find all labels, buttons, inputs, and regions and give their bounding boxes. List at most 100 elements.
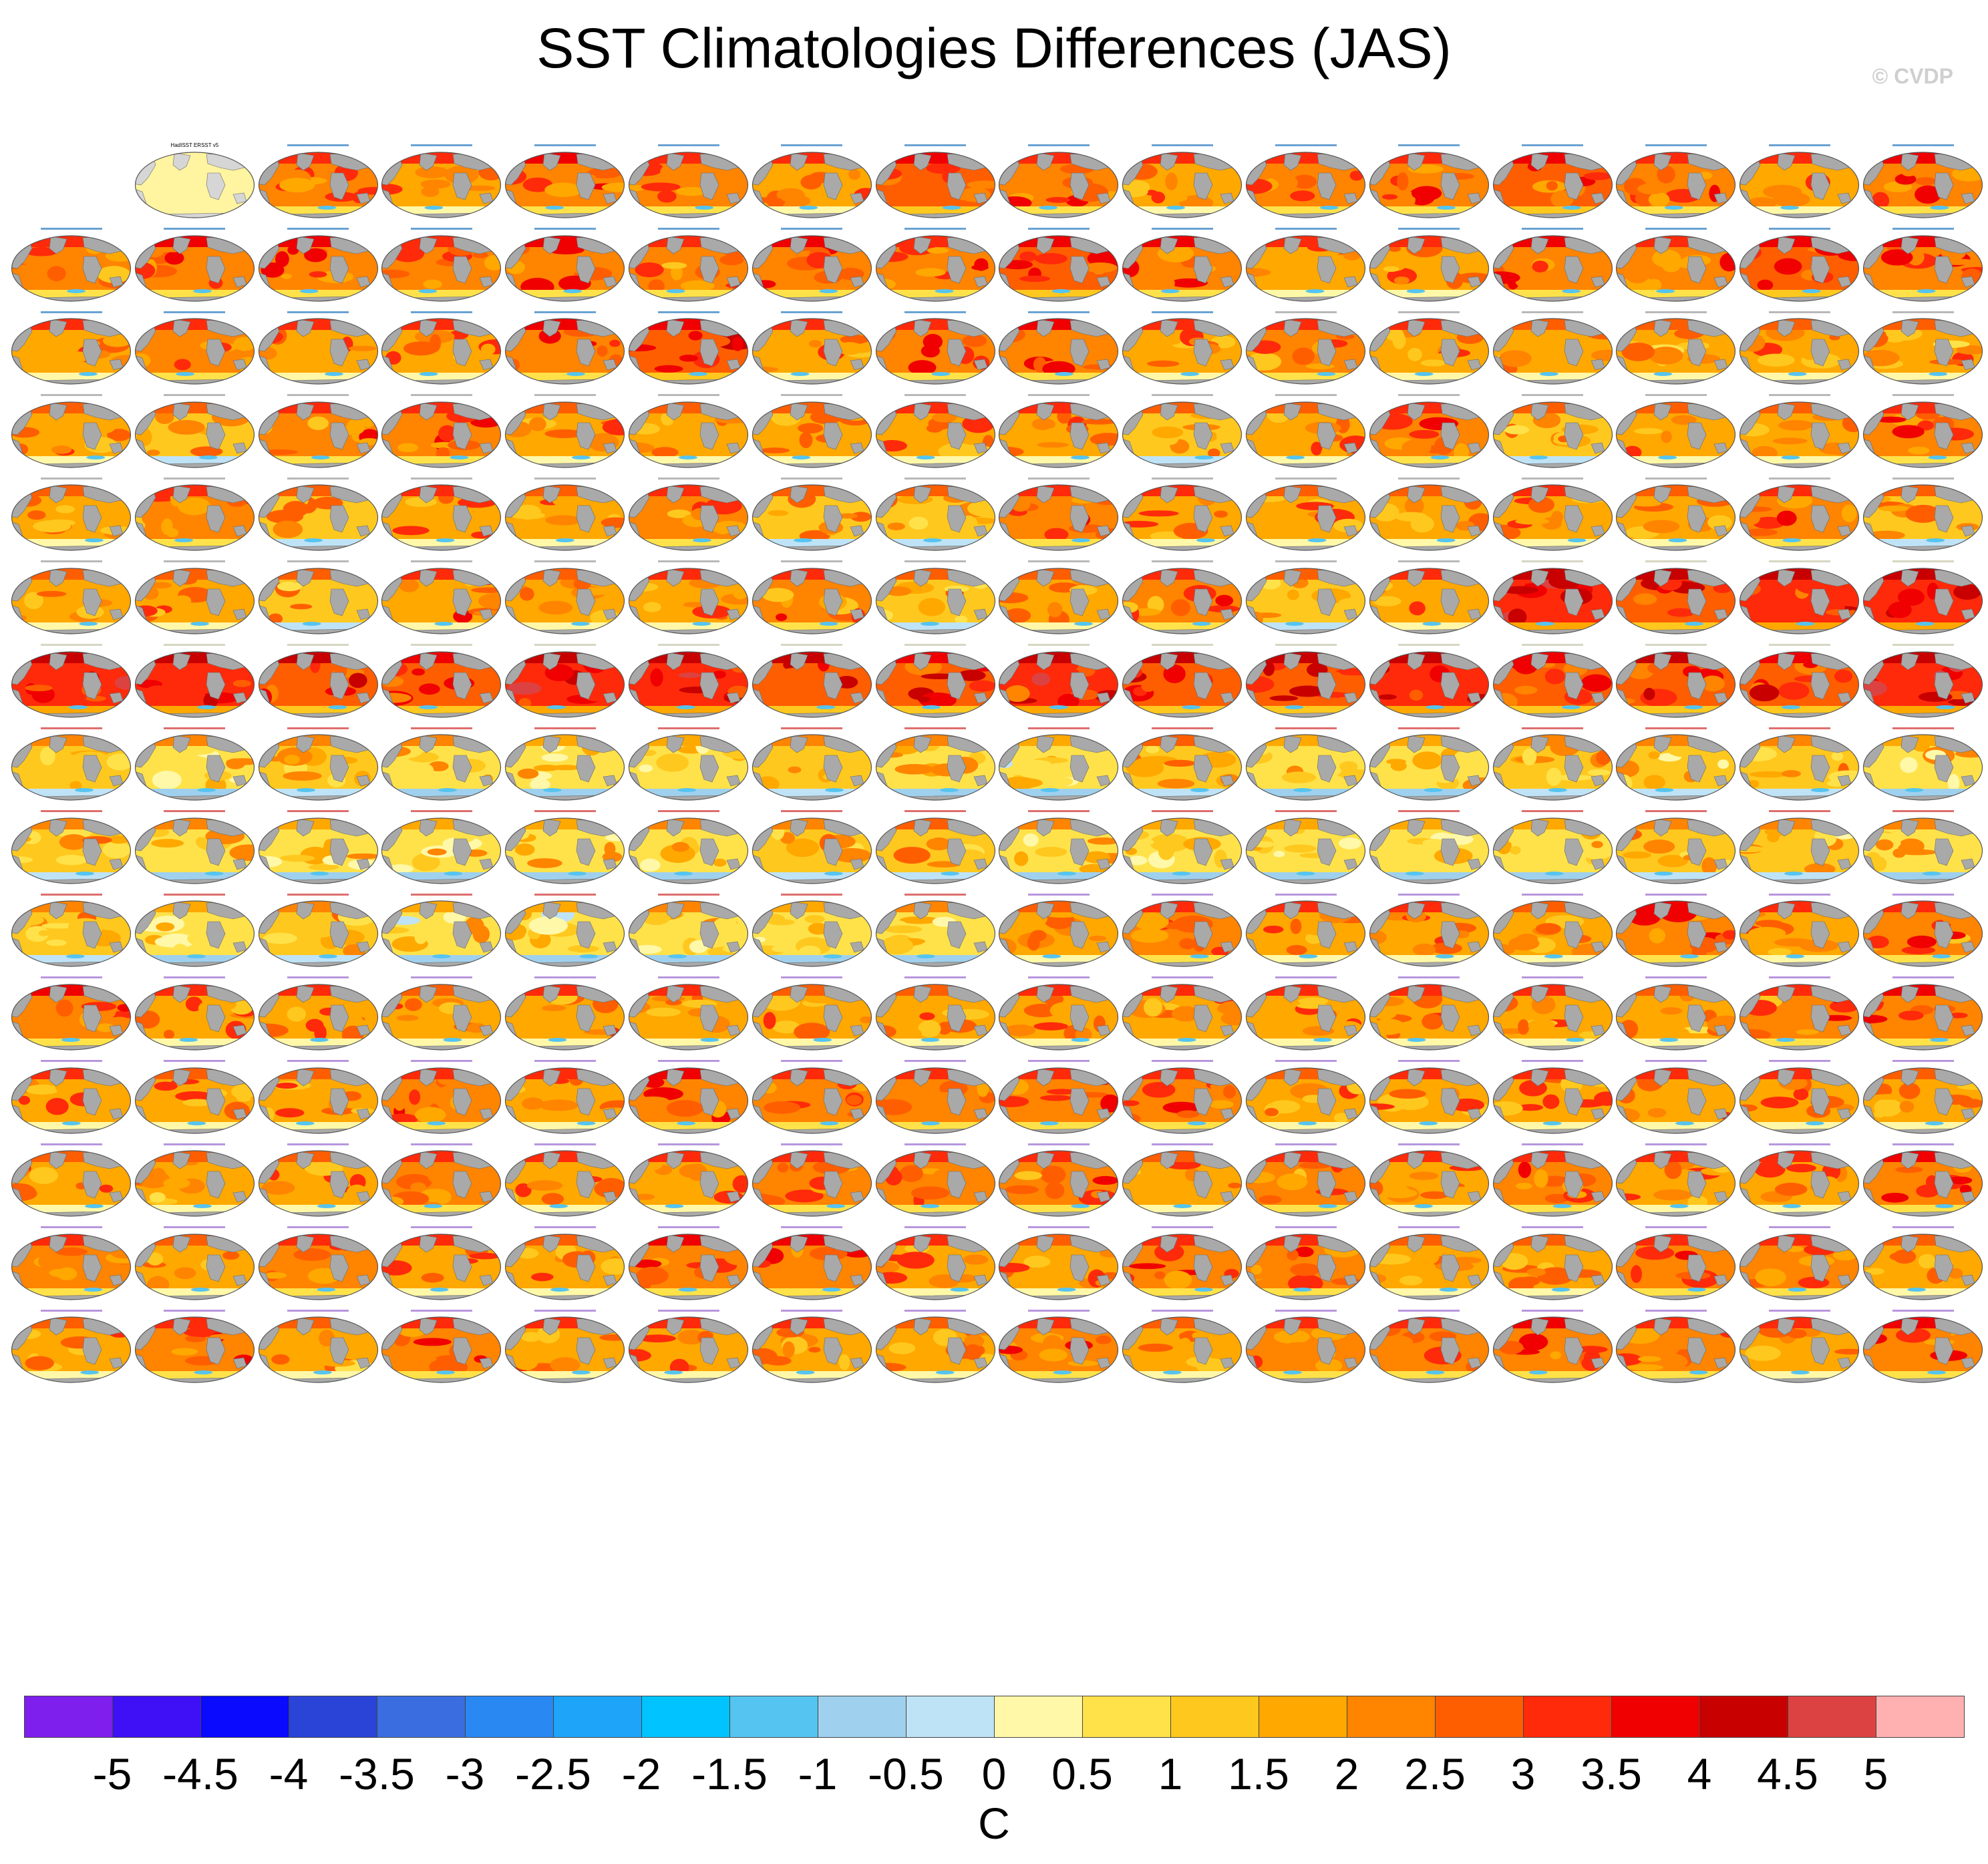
panel-label bbox=[1861, 723, 1985, 733]
panel-label-text bbox=[40, 1309, 102, 1312]
panel-label bbox=[133, 640, 257, 650]
colorbar-box bbox=[994, 1696, 1083, 1738]
map-panel bbox=[1737, 807, 1861, 886]
panel-label-text bbox=[1027, 1059, 1090, 1062]
map-panel bbox=[1861, 1057, 1985, 1135]
map-panel bbox=[1614, 723, 1737, 802]
panel-label-text bbox=[1275, 227, 1337, 230]
map-svg bbox=[505, 734, 625, 801]
map-panel bbox=[9, 224, 133, 303]
map-panel bbox=[503, 141, 627, 220]
map-svg bbox=[1245, 234, 1366, 302]
panel-label-text bbox=[1151, 560, 1213, 563]
map-svg bbox=[1369, 234, 1489, 302]
panel-label bbox=[874, 1139, 997, 1149]
colorbar-tick-label: 2.5 bbox=[1404, 1749, 1466, 1799]
colorbar-box bbox=[465, 1696, 554, 1738]
map-svg bbox=[875, 650, 995, 718]
panel-label-text bbox=[904, 311, 967, 313]
panel-label-text bbox=[1398, 1143, 1460, 1145]
map-panel bbox=[874, 890, 997, 968]
panel-label bbox=[133, 807, 257, 816]
map-svg bbox=[875, 568, 995, 634]
colorbar-tick-label: -2 bbox=[621, 1749, 661, 1799]
colorbar-tick-label: 4 bbox=[1687, 1749, 1712, 1799]
map-svg bbox=[1492, 1150, 1613, 1217]
panel-label-text bbox=[40, 1226, 102, 1229]
panel-label bbox=[1120, 973, 1244, 982]
panel-label-text bbox=[1892, 144, 1954, 147]
map-panel bbox=[1244, 1306, 1367, 1384]
panel-label bbox=[997, 807, 1120, 816]
panel-label bbox=[503, 640, 627, 650]
panel-label bbox=[133, 391, 257, 400]
map-panel bbox=[379, 474, 503, 552]
map-panel bbox=[1120, 807, 1244, 886]
map-svg bbox=[381, 568, 502, 634]
panel-label bbox=[1861, 391, 1985, 400]
panel-label bbox=[379, 1139, 503, 1149]
panel-label-text bbox=[1151, 1226, 1213, 1229]
panel-label-text bbox=[410, 311, 472, 313]
map-svg bbox=[134, 318, 255, 385]
panel-label-text bbox=[1398, 477, 1460, 480]
map-panel bbox=[133, 1139, 257, 1218]
map-panel bbox=[133, 391, 257, 470]
panel-label-text bbox=[781, 560, 843, 563]
map-svg bbox=[1122, 152, 1242, 218]
panel-label bbox=[1614, 1057, 1737, 1066]
colorbar-tick-label: -5 bbox=[92, 1749, 132, 1799]
panel-label bbox=[133, 1306, 257, 1315]
map-panel bbox=[379, 890, 503, 968]
panel-label bbox=[1861, 141, 1985, 150]
map-svg bbox=[381, 650, 502, 718]
panel-label bbox=[997, 723, 1120, 733]
panel-label-text bbox=[1151, 227, 1213, 230]
panel-label-text bbox=[904, 643, 967, 646]
panel-label bbox=[9, 557, 133, 566]
panel-label bbox=[627, 1139, 750, 1149]
map-svg bbox=[752, 484, 872, 551]
map-panel bbox=[1861, 1306, 1985, 1384]
map-svg bbox=[1740, 1234, 1860, 1300]
panel-label bbox=[1244, 640, 1367, 650]
panel-label-text bbox=[781, 1143, 843, 1145]
panel-label-text bbox=[164, 560, 226, 563]
map-svg bbox=[1369, 484, 1489, 551]
colorbar-box bbox=[729, 1696, 818, 1738]
map-panel bbox=[1861, 307, 1985, 386]
map-svg bbox=[1616, 734, 1736, 801]
map-panel bbox=[1491, 307, 1615, 386]
map-svg bbox=[999, 568, 1119, 634]
map-svg bbox=[1122, 568, 1242, 634]
map-panel bbox=[1244, 141, 1367, 220]
map-panel bbox=[874, 1139, 997, 1218]
panel-label bbox=[1367, 973, 1491, 982]
panel-label bbox=[1244, 224, 1367, 234]
panel-label bbox=[1614, 474, 1737, 483]
map-panel bbox=[1491, 723, 1615, 802]
map-panel bbox=[1120, 141, 1244, 220]
map-svg bbox=[1122, 984, 1242, 1051]
panel-label bbox=[503, 557, 627, 566]
map-panel bbox=[133, 890, 257, 968]
panel-label bbox=[1120, 557, 1244, 566]
panel-label-text bbox=[287, 643, 349, 646]
map-panel bbox=[1120, 307, 1244, 386]
panel-label bbox=[257, 1223, 380, 1232]
map-svg bbox=[381, 318, 502, 385]
panel-label bbox=[1367, 141, 1491, 150]
panel-label bbox=[257, 640, 380, 650]
panel-label-text bbox=[534, 311, 596, 313]
colorbar-box bbox=[1523, 1696, 1612, 1738]
map-svg bbox=[381, 152, 502, 218]
panel-label-text bbox=[534, 1059, 596, 1062]
panel-label-text bbox=[657, 477, 719, 480]
panel-label bbox=[750, 557, 874, 566]
panel-label bbox=[1491, 224, 1615, 234]
panel-label-text bbox=[40, 810, 102, 813]
panel-label-text bbox=[1768, 1059, 1830, 1062]
map-svg bbox=[11, 1150, 132, 1217]
map-svg bbox=[381, 401, 502, 468]
panel-label bbox=[379, 141, 503, 150]
